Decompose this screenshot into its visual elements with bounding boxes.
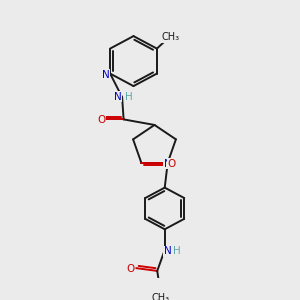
- Text: H: H: [125, 92, 133, 102]
- Text: CH₃: CH₃: [161, 32, 179, 42]
- Text: N: N: [164, 159, 172, 169]
- Text: H: H: [173, 246, 181, 256]
- Text: N: N: [102, 70, 110, 80]
- Text: N: N: [164, 246, 172, 256]
- Text: O: O: [126, 264, 134, 274]
- Text: N: N: [114, 92, 122, 102]
- Text: O: O: [97, 116, 105, 125]
- Text: CH₃: CH₃: [151, 293, 169, 300]
- Text: O: O: [167, 159, 176, 169]
